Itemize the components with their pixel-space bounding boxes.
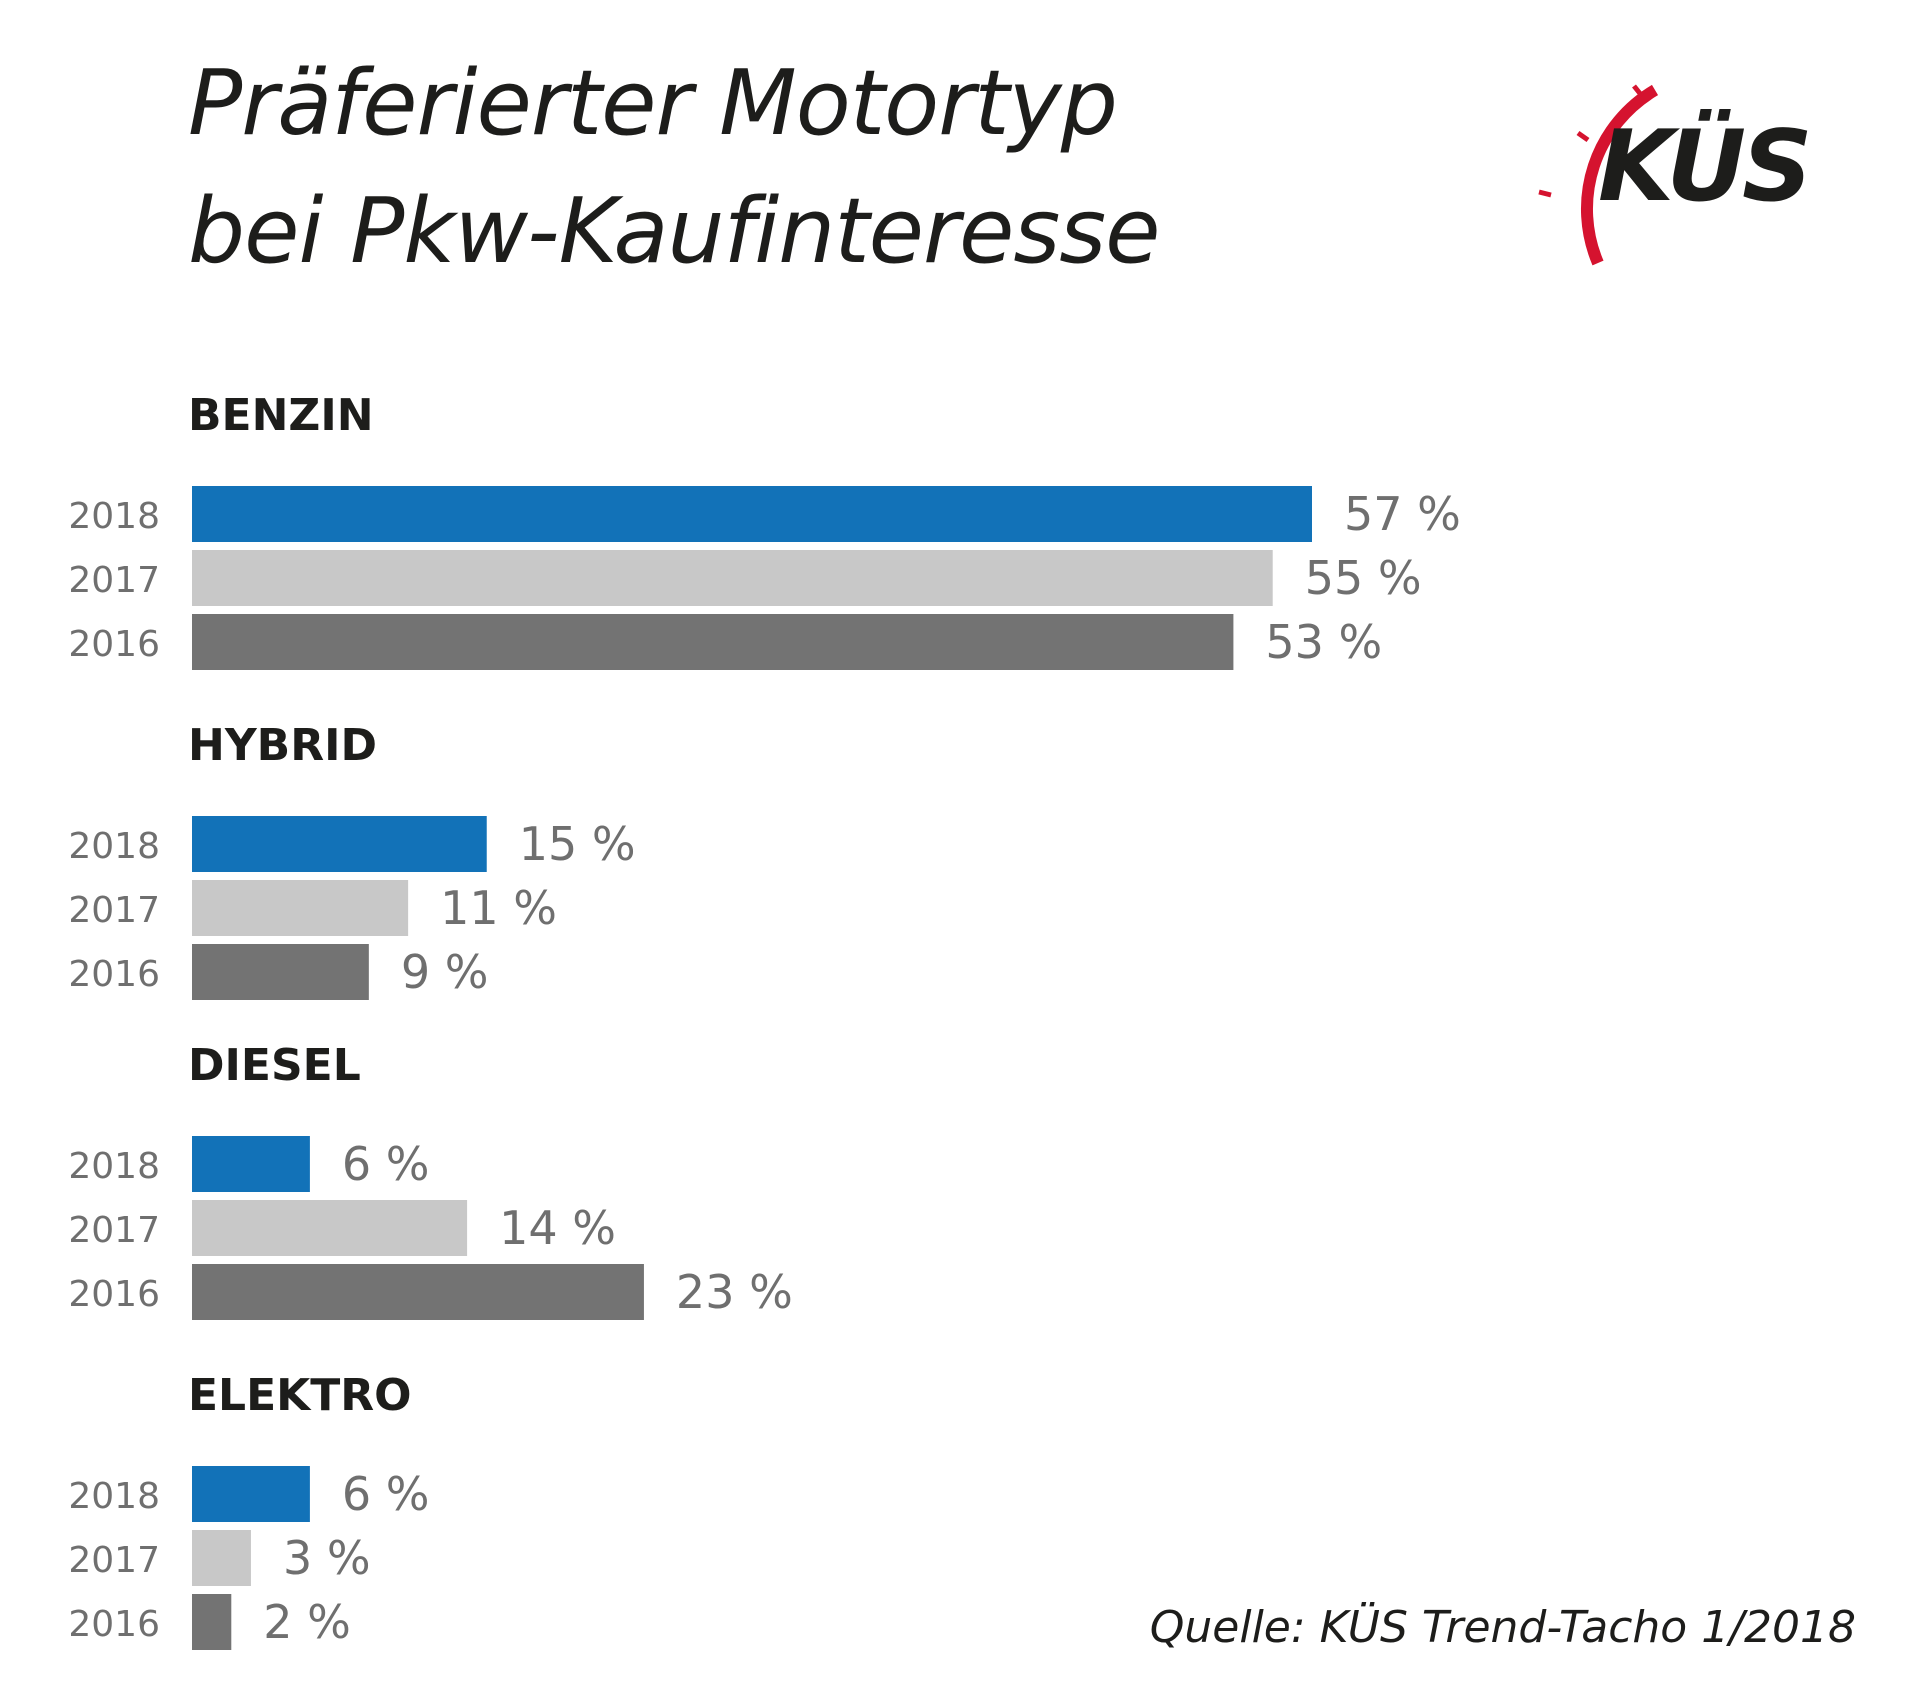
- value-label-diesel-2016: 23 %: [676, 1265, 793, 1319]
- bar-diesel-2016: [192, 1264, 644, 1320]
- value-label-hybrid-2017: 11 %: [440, 881, 557, 935]
- bar-chart: BENZIN 2018 57 % 2017 55 % 2016 53 % HYBRID 2018…: [68, 390, 1461, 1650]
- chart-title-line-2: bei Pkw-Kaufinteresse: [188, 179, 1161, 284]
- year-label-elektro-2017: 2017: [68, 1540, 160, 1581]
- bar-elektro-2017: [192, 1530, 251, 1586]
- group-label-benzin: BENZIN: [188, 390, 374, 441]
- year-label-benzin-2016: 2016: [68, 624, 160, 665]
- value-label-hybrid-2016: 9 %: [401, 945, 489, 999]
- bar-hybrid-2016: [192, 944, 369, 1000]
- year-label-elektro-2018: 2018: [68, 1476, 160, 1517]
- bar-hybrid-2018: [192, 816, 487, 872]
- year-label-diesel-2017: 2017: [68, 1210, 160, 1251]
- source-note: Quelle: KÜS Trend-Tacho 1/2018: [1149, 1602, 1856, 1653]
- group-label-hybrid: HYBRID: [188, 720, 377, 771]
- bar-elektro-2018: [192, 1466, 310, 1522]
- year-label-elektro-2016: 2016: [68, 1604, 160, 1645]
- year-label-benzin-2017: 2017: [68, 560, 160, 601]
- chart-title-line-1: Präferierter Motortyp: [188, 51, 1118, 156]
- value-label-benzin-2018: 57 %: [1344, 487, 1461, 541]
- value-label-benzin-2016: 53 %: [1265, 615, 1382, 669]
- group-label-elektro: ELEKTRO: [188, 1370, 412, 1421]
- kues-logo: KÜS: [1538, 84, 1813, 266]
- speedometer-arc-icon: [1580, 84, 1659, 266]
- year-label-hybrid-2016: 2016: [68, 954, 160, 995]
- chart-title: Präferierter Motortyp bei Pkw-Kaufintere…: [188, 40, 1161, 296]
- year-label-benzin-2018: 2018: [68, 496, 160, 537]
- bar-elektro-2016: [192, 1594, 232, 1650]
- value-label-elektro-2018: 6 %: [342, 1467, 430, 1521]
- bar-diesel-2018: [192, 1136, 310, 1192]
- group-label-diesel: DIESEL: [188, 1040, 361, 1091]
- year-label-hybrid-2017: 2017: [68, 890, 160, 931]
- bar-diesel-2017: [192, 1200, 468, 1256]
- bar-hybrid-2017: [192, 880, 409, 936]
- year-label-diesel-2016: 2016: [68, 1274, 160, 1315]
- logo-wordmark: KÜS: [1598, 108, 1809, 224]
- value-label-elektro-2016: 2 %: [263, 1595, 351, 1649]
- bar-benzin-2016: [192, 614, 1234, 670]
- year-label-diesel-2018: 2018: [68, 1146, 160, 1187]
- value-label-benzin-2017: 55 %: [1305, 551, 1422, 605]
- bar-benzin-2017: [192, 550, 1273, 606]
- value-label-diesel-2017: 14 %: [499, 1201, 616, 1255]
- value-label-hybrid-2018: 15 %: [519, 817, 636, 871]
- bar-benzin-2018: [192, 486, 1312, 542]
- value-label-diesel-2018: 6 %: [342, 1137, 430, 1191]
- year-label-hybrid-2018: 2018: [68, 826, 160, 867]
- value-label-elektro-2017: 3 %: [283, 1531, 371, 1585]
